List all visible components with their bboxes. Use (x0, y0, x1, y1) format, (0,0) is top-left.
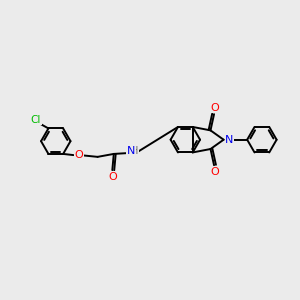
Text: O: O (210, 103, 219, 113)
Text: Cl: Cl (31, 115, 41, 124)
Text: O: O (108, 172, 117, 182)
Text: N: N (127, 146, 136, 156)
Text: O: O (210, 167, 219, 177)
Text: N: N (225, 135, 234, 145)
Text: H: H (131, 146, 139, 156)
Text: O: O (75, 150, 83, 161)
